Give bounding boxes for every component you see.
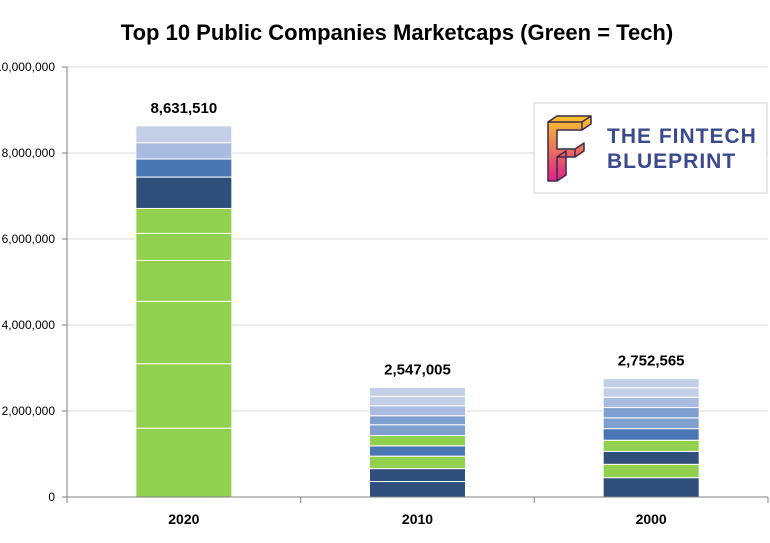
x-category-label: 2000 <box>636 511 667 527</box>
bar-segment <box>369 415 466 426</box>
y-tick-label: 4,000,000 <box>2 318 56 332</box>
bar-segment <box>369 455 466 470</box>
bar-segment <box>369 445 466 457</box>
bar-segment <box>135 260 233 302</box>
y-tick-label: 10,000,000 <box>0 60 55 74</box>
bar-segment <box>135 176 233 209</box>
bar-segment <box>602 428 700 441</box>
logo-text-line1: THE FINTECH <box>607 125 757 148</box>
bar-segment <box>135 125 233 144</box>
bars <box>135 125 700 498</box>
bar-segment <box>135 207 233 234</box>
bar-segment <box>369 481 466 498</box>
bar-segment <box>369 435 466 447</box>
bar-segment <box>135 363 233 429</box>
bar-segment <box>369 468 466 483</box>
bar-segment <box>369 395 466 407</box>
bar-segment <box>602 477 700 498</box>
x-category-label: 2010 <box>402 511 433 527</box>
logo-f-icon <box>547 115 592 182</box>
y-tick-label: 8,000,000 <box>2 146 56 160</box>
bar-segment <box>602 439 700 452</box>
bar-total-label: 2,547,005 <box>384 361 451 378</box>
bar-segment <box>135 300 233 365</box>
logo-text-line2: BLUEPRINT <box>607 150 736 173</box>
y-tick-label: 0 <box>48 490 55 504</box>
bar-segment <box>602 396 700 409</box>
bar-segment <box>135 158 233 178</box>
x-axis-category-labels: 2020 2010 2000 <box>168 511 667 527</box>
bar-total-label: 2,752,565 <box>618 353 685 370</box>
bar-segment <box>602 450 700 465</box>
fintech-blueprint-logo: THE FINTECH BLUEPRINT <box>533 102 768 194</box>
bar-segment <box>369 424 466 437</box>
chart-title: Top 10 Public Companies Marketcaps (Gree… <box>121 20 673 45</box>
bar-segment <box>135 142 233 160</box>
bar-segment <box>602 417 700 430</box>
bar-segment <box>369 405 466 417</box>
bar-total-labels: 8,631,510 2,547,005 2,752,565 <box>150 100 684 379</box>
axes <box>66 67 769 503</box>
bar-segment <box>602 463 700 479</box>
bar-segment <box>602 407 700 419</box>
x-category-label: 2020 <box>168 511 199 527</box>
bar-segment <box>135 427 233 498</box>
bar-total-label: 8,631,510 <box>150 100 217 117</box>
bar-segment <box>602 387 700 398</box>
bar-segment <box>135 232 233 262</box>
y-tick-label: 6,000,000 <box>2 232 56 246</box>
bar-segment <box>369 386 466 397</box>
bar-segment <box>602 378 700 389</box>
y-tick-label: 2,000,000 <box>2 404 56 418</box>
y-axis-tick-labels: 0 2,000,000 4,000,000 6,000,000 8,000,000 10,… <box>0 60 67 504</box>
